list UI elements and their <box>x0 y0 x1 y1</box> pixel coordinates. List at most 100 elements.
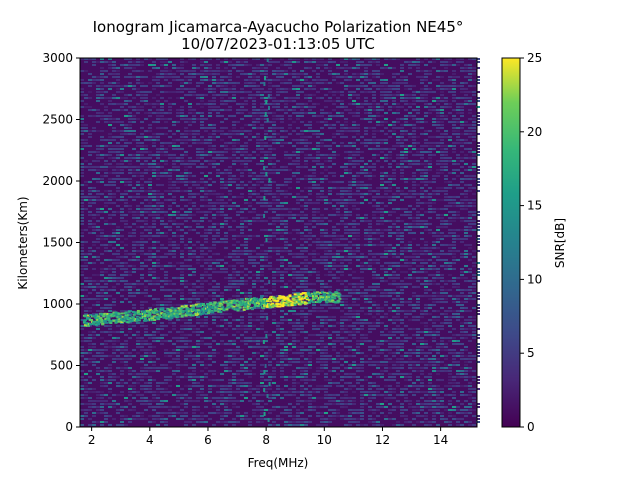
heatmap-cell <box>180 172 184 174</box>
heatmap-cell <box>412 172 416 174</box>
heatmap-cell <box>180 136 184 138</box>
heatmap-cell <box>304 205 308 207</box>
heatmap-cell <box>428 136 432 138</box>
heatmap-cell <box>124 127 128 129</box>
heatmap-cell <box>352 199 356 201</box>
heatmap-cell <box>464 265 468 267</box>
heatmap-cell <box>280 256 284 258</box>
heatmap-cell <box>184 280 188 282</box>
heatmap-cell <box>396 292 400 294</box>
heatmap-cell <box>92 166 96 168</box>
heatmap-cell <box>328 148 332 150</box>
heatmap-cell <box>416 217 420 219</box>
heatmap-cell <box>428 199 432 201</box>
heatmap-cell <box>400 139 404 141</box>
heatmap-cell <box>244 115 248 117</box>
heatmap-cell <box>88 292 92 294</box>
heatmap-cell <box>224 145 228 147</box>
heatmap-cell <box>436 208 440 210</box>
heatmap-cell <box>184 268 188 270</box>
heatmap-cell <box>276 196 280 198</box>
heatmap-cell <box>188 292 192 294</box>
heatmap-cell <box>92 64 96 66</box>
heatmap-cell <box>108 289 112 291</box>
heatmap-cell <box>252 121 256 123</box>
heatmap-cell <box>140 91 144 93</box>
heatmap-cell <box>172 133 176 135</box>
heatmap-cell <box>272 127 276 129</box>
heatmap-cell <box>408 265 412 267</box>
heatmap-cell <box>276 199 280 201</box>
heatmap-cell <box>268 79 272 81</box>
heatmap-cell <box>360 193 364 195</box>
heatmap-cell <box>412 118 416 120</box>
heatmap-cell <box>312 82 316 84</box>
heatmap-cell <box>268 238 272 240</box>
heatmap-cell <box>268 190 272 192</box>
heatmap-cell <box>352 220 356 222</box>
heatmap-cell <box>180 250 184 252</box>
heatmap-cell <box>328 214 332 216</box>
heatmap-cell <box>368 61 372 63</box>
heatmap-cell <box>412 61 416 63</box>
heatmap-cell <box>84 124 88 126</box>
heatmap-cell <box>392 94 396 96</box>
heatmap-cell <box>280 232 284 234</box>
heatmap-cell <box>264 151 268 153</box>
heatmap-cell <box>140 82 144 84</box>
heatmap-cell <box>404 148 408 150</box>
heatmap-cell <box>400 145 404 147</box>
heatmap-cell <box>80 253 84 255</box>
heatmap-cell <box>384 289 388 291</box>
heatmap-cell <box>372 289 376 291</box>
heatmap-cell <box>116 157 120 159</box>
heatmap-cell <box>100 85 104 87</box>
heatmap-cell <box>356 79 360 81</box>
heatmap-cell <box>148 115 152 117</box>
heatmap-cell <box>256 67 260 69</box>
heatmap-cell <box>376 202 380 204</box>
heatmap-cell <box>100 274 104 276</box>
heatmap-cell <box>452 148 456 150</box>
heatmap-cell <box>452 268 456 270</box>
heatmap-cell <box>240 253 244 255</box>
heatmap-cell <box>444 223 448 225</box>
heatmap-cell <box>212 97 216 99</box>
heatmap-cell <box>420 181 424 183</box>
heatmap-cell <box>116 262 120 264</box>
heatmap-cell <box>408 262 412 264</box>
heatmap-cell <box>440 100 444 102</box>
heatmap-cell <box>224 262 228 264</box>
heatmap-cell <box>220 181 224 183</box>
heatmap-cell <box>180 61 184 63</box>
heatmap-cell <box>464 193 468 195</box>
heatmap-cell <box>396 193 400 195</box>
heatmap-cell <box>200 106 204 108</box>
heatmap-cell <box>148 232 152 234</box>
heatmap-cell <box>444 148 448 150</box>
heatmap-cell <box>436 169 440 171</box>
heatmap-cell <box>376 76 380 78</box>
heatmap-cell <box>184 163 188 165</box>
heatmap-cell <box>336 112 340 114</box>
heatmap-cell <box>184 265 188 267</box>
heatmap-cell <box>200 226 204 228</box>
heatmap-cell <box>212 100 216 102</box>
heatmap-cell <box>372 136 376 138</box>
heatmap-cell <box>88 151 92 153</box>
heatmap-cell <box>316 280 320 282</box>
heatmap-cell <box>304 268 308 270</box>
heatmap-cell <box>296 274 300 276</box>
heatmap-cell <box>424 307 428 309</box>
heatmap-cell <box>164 214 168 216</box>
heatmap-cell <box>224 187 228 189</box>
heatmap-cell <box>280 265 284 267</box>
heatmap-cell <box>368 307 372 309</box>
heatmap-cell <box>276 268 280 270</box>
heatmap-cell <box>160 289 164 291</box>
heatmap-cell <box>312 169 316 171</box>
heatmap-cell <box>340 304 344 306</box>
heatmap-cell <box>380 220 384 222</box>
heatmap-cell <box>280 109 284 111</box>
heatmap-cell <box>368 91 372 93</box>
